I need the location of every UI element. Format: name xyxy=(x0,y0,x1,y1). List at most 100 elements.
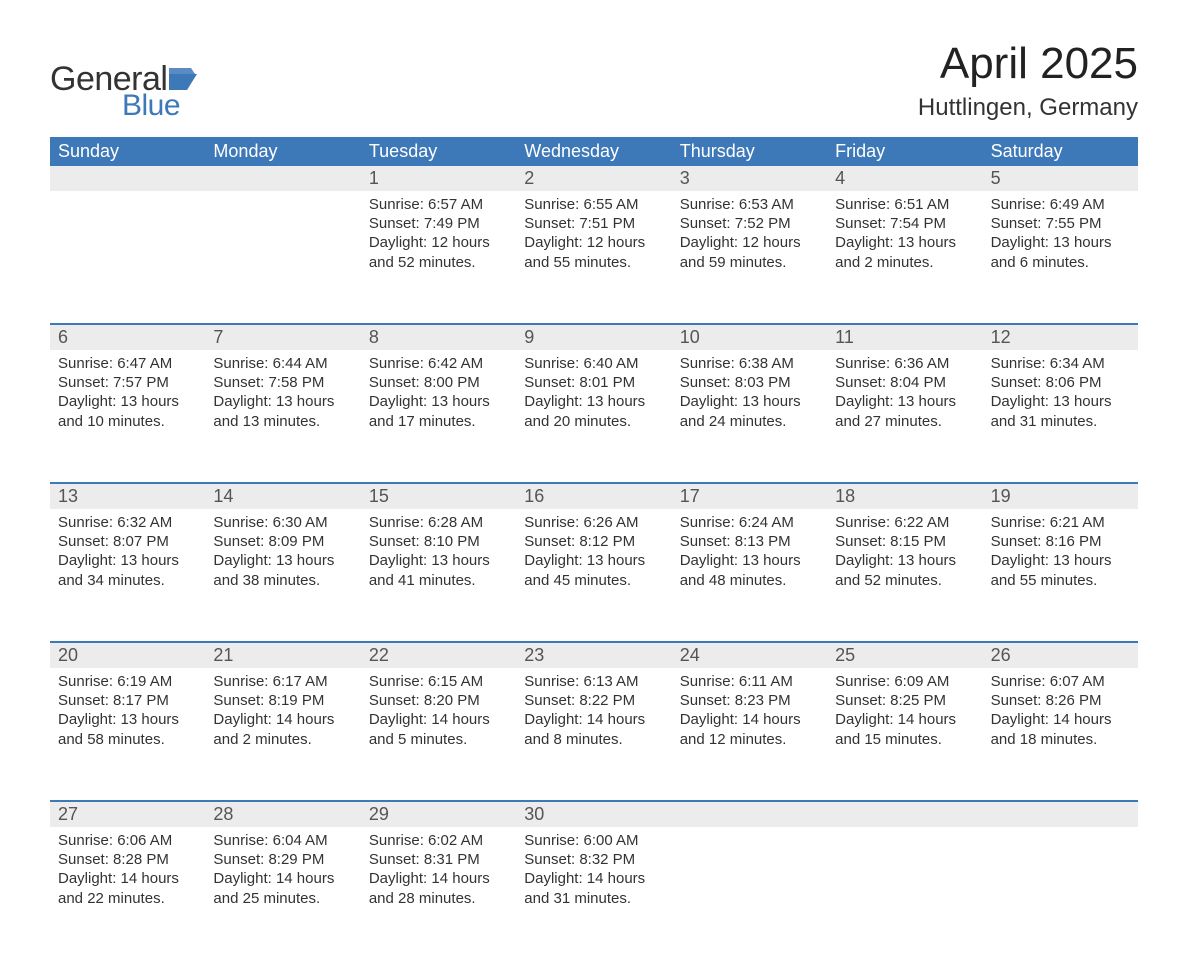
day-number: 15 xyxy=(361,484,516,509)
daylight-text-1: Daylight: 13 hours xyxy=(835,392,974,411)
sunset-text: Sunset: 7:58 PM xyxy=(213,373,352,392)
daynum-row: 6 7 8 9 10 11 12 xyxy=(50,325,1138,350)
day-cell xyxy=(50,191,205,323)
day-number: 28 xyxy=(205,802,360,827)
sunset-text: Sunset: 8:28 PM xyxy=(58,850,197,869)
sunset-text: Sunset: 7:51 PM xyxy=(524,214,663,233)
day-number: 8 xyxy=(361,325,516,350)
sunrise-text: Sunrise: 6:09 AM xyxy=(835,672,974,691)
daynum-row: 20 21 22 23 24 25 26 xyxy=(50,643,1138,668)
daylight-text-1: Daylight: 14 hours xyxy=(213,869,352,888)
header-row: General Blue April 2025 Huttlingen, Germ… xyxy=(50,40,1138,123)
daylight-text-1: Daylight: 14 hours xyxy=(524,710,663,729)
daylight-text-1: Daylight: 14 hours xyxy=(680,710,819,729)
daylight-text-2: and 6 minutes. xyxy=(991,253,1130,272)
sunset-text: Sunset: 8:20 PM xyxy=(369,691,508,710)
day-number: 3 xyxy=(672,166,827,191)
day-number: 9 xyxy=(516,325,671,350)
day-cell: Sunrise: 6:13 AM Sunset: 8:22 PM Dayligh… xyxy=(516,668,671,800)
week-body: Sunrise: 6:57 AM Sunset: 7:49 PM Dayligh… xyxy=(50,191,1138,323)
sunrise-text: Sunrise: 6:26 AM xyxy=(524,513,663,532)
day-cell: Sunrise: 6:30 AM Sunset: 8:09 PM Dayligh… xyxy=(205,509,360,641)
sunrise-text: Sunrise: 6:22 AM xyxy=(835,513,974,532)
day-number: 4 xyxy=(827,166,982,191)
daylight-text-1: Daylight: 13 hours xyxy=(369,392,508,411)
day-cell: Sunrise: 6:07 AM Sunset: 8:26 PM Dayligh… xyxy=(983,668,1138,800)
daylight-text-1: Daylight: 14 hours xyxy=(369,710,508,729)
location-subtitle: Huttlingen, Germany xyxy=(918,94,1138,122)
sunrise-text: Sunrise: 6:17 AM xyxy=(213,672,352,691)
sunset-text: Sunset: 8:00 PM xyxy=(369,373,508,392)
day-number: 18 xyxy=(827,484,982,509)
weekday-header-row: Sunday Monday Tuesday Wednesday Thursday… xyxy=(50,137,1138,166)
day-cell: Sunrise: 6:44 AM Sunset: 7:58 PM Dayligh… xyxy=(205,350,360,482)
sunrise-text: Sunrise: 6:00 AM xyxy=(524,831,663,850)
sunrise-text: Sunrise: 6:06 AM xyxy=(58,831,197,850)
sunrise-text: Sunrise: 6:21 AM xyxy=(991,513,1130,532)
day-cell: Sunrise: 6:38 AM Sunset: 8:03 PM Dayligh… xyxy=(672,350,827,482)
day-number: 14 xyxy=(205,484,360,509)
sunset-text: Sunset: 8:22 PM xyxy=(524,691,663,710)
daylight-text-1: Daylight: 12 hours xyxy=(369,233,508,252)
day-number: 27 xyxy=(50,802,205,827)
daylight-text-2: and 38 minutes. xyxy=(213,571,352,590)
month-title: April 2025 xyxy=(918,40,1138,88)
sunrise-text: Sunrise: 6:49 AM xyxy=(991,195,1130,214)
day-cell: Sunrise: 6:53 AM Sunset: 7:52 PM Dayligh… xyxy=(672,191,827,323)
daylight-text-2: and 41 minutes. xyxy=(369,571,508,590)
weekday-header-cell: Friday xyxy=(827,137,982,166)
day-number: 16 xyxy=(516,484,671,509)
sunset-text: Sunset: 8:09 PM xyxy=(213,532,352,551)
daylight-text-2: and 18 minutes. xyxy=(991,730,1130,749)
sunrise-text: Sunrise: 6:13 AM xyxy=(524,672,663,691)
day-cell: Sunrise: 6:51 AM Sunset: 7:54 PM Dayligh… xyxy=(827,191,982,323)
day-cell: Sunrise: 6:42 AM Sunset: 8:00 PM Dayligh… xyxy=(361,350,516,482)
day-cell xyxy=(827,827,982,959)
day-cell xyxy=(983,827,1138,959)
daylight-text-1: Daylight: 13 hours xyxy=(213,392,352,411)
week-block: 1 2 3 4 5 S xyxy=(50,166,1138,323)
day-cell: Sunrise: 6:28 AM Sunset: 8:10 PM Dayligh… xyxy=(361,509,516,641)
daylight-text-1: Daylight: 13 hours xyxy=(524,551,663,570)
daylight-text-2: and 5 minutes. xyxy=(369,730,508,749)
day-cell: Sunrise: 6:11 AM Sunset: 8:23 PM Dayligh… xyxy=(672,668,827,800)
sunset-text: Sunset: 8:17 PM xyxy=(58,691,197,710)
day-cell xyxy=(205,191,360,323)
day-cell: Sunrise: 6:19 AM Sunset: 8:17 PM Dayligh… xyxy=(50,668,205,800)
day-cell: Sunrise: 6:04 AM Sunset: 8:29 PM Dayligh… xyxy=(205,827,360,959)
day-number: 22 xyxy=(361,643,516,668)
day-number: 17 xyxy=(672,484,827,509)
sunrise-text: Sunrise: 6:04 AM xyxy=(213,831,352,850)
daylight-text-1: Daylight: 13 hours xyxy=(58,710,197,729)
daylight-text-1: Daylight: 14 hours xyxy=(58,869,197,888)
daylight-text-1: Daylight: 14 hours xyxy=(835,710,974,729)
day-cell: Sunrise: 6:57 AM Sunset: 7:49 PM Dayligh… xyxy=(361,191,516,323)
day-number: 5 xyxy=(983,166,1138,191)
daynum-row: 1 2 3 4 5 xyxy=(50,166,1138,191)
daylight-text-2: and 24 minutes. xyxy=(680,412,819,431)
day-number: 13 xyxy=(50,484,205,509)
weekday-header-cell: Saturday xyxy=(983,137,1138,166)
daylight-text-1: Daylight: 13 hours xyxy=(680,392,819,411)
week-body: Sunrise: 6:19 AM Sunset: 8:17 PM Dayligh… xyxy=(50,668,1138,800)
sunrise-text: Sunrise: 6:53 AM xyxy=(680,195,819,214)
sunrise-text: Sunrise: 6:57 AM xyxy=(369,195,508,214)
day-number: 12 xyxy=(983,325,1138,350)
day-cell: Sunrise: 6:36 AM Sunset: 8:04 PM Dayligh… xyxy=(827,350,982,482)
daylight-text-2: and 27 minutes. xyxy=(835,412,974,431)
daylight-text-1: Daylight: 13 hours xyxy=(991,233,1130,252)
sunrise-text: Sunrise: 6:40 AM xyxy=(524,354,663,373)
daylight-text-2: and 55 minutes. xyxy=(991,571,1130,590)
sunrise-text: Sunrise: 6:02 AM xyxy=(369,831,508,850)
daylight-text-2: and 45 minutes. xyxy=(524,571,663,590)
daylight-text-2: and 58 minutes. xyxy=(58,730,197,749)
week-body: Sunrise: 6:32 AM Sunset: 8:07 PM Dayligh… xyxy=(50,509,1138,641)
calendar-page: General Blue April 2025 Huttlingen, Germ… xyxy=(0,0,1188,918)
sunset-text: Sunset: 8:23 PM xyxy=(680,691,819,710)
daylight-text-1: Daylight: 13 hours xyxy=(835,551,974,570)
daylight-text-2: and 52 minutes. xyxy=(835,571,974,590)
weekday-header-cell: Tuesday xyxy=(361,137,516,166)
sunset-text: Sunset: 7:49 PM xyxy=(369,214,508,233)
sunset-text: Sunset: 8:15 PM xyxy=(835,532,974,551)
sunrise-text: Sunrise: 6:51 AM xyxy=(835,195,974,214)
